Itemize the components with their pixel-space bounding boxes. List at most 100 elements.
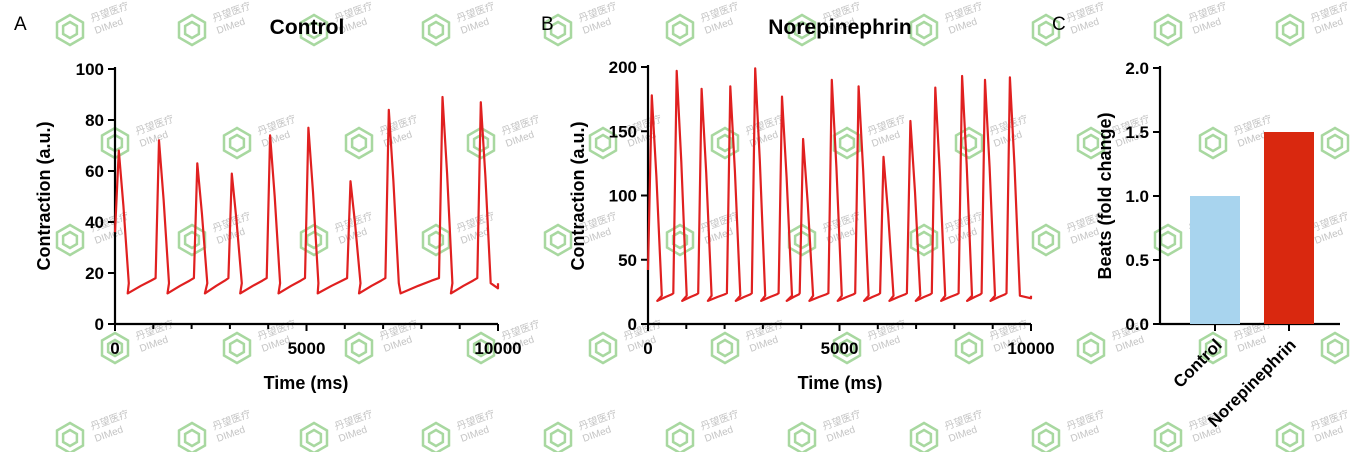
- watermark-icon: [299, 421, 329, 452]
- watermark-icon: [55, 13, 85, 47]
- watermark-icon: [710, 331, 740, 365]
- watermark-icon: [1275, 421, 1305, 452]
- watermark-icon: [1076, 126, 1106, 160]
- y-tick-label: 0: [628, 315, 637, 334]
- watermark-icon: [909, 13, 939, 47]
- watermark-icon: [305, 230, 323, 250]
- watermark-icon: [793, 20, 811, 40]
- watermark-icon: [665, 223, 695, 257]
- x-tick-label: 0: [643, 339, 652, 358]
- watermark-icon: [177, 223, 207, 257]
- watermark-icon: [1320, 126, 1350, 160]
- watermark-icon: [305, 428, 323, 448]
- watermark-icon: [543, 13, 573, 47]
- watermark-icon: [549, 230, 567, 250]
- watermark-icon: [344, 331, 374, 365]
- y-tick-label: 50: [618, 251, 637, 270]
- watermark-icon: [960, 133, 978, 153]
- watermark-icon: [100, 331, 130, 365]
- watermark-icon: [55, 223, 85, 257]
- watermark-icon: [549, 20, 567, 40]
- watermark-icon: [472, 338, 490, 358]
- y-tick-label: 0.0: [1125, 315, 1149, 334]
- panel-b-xlabel: Time (ms): [798, 373, 883, 393]
- watermark-icon: [305, 20, 323, 40]
- watermark-icon: [421, 421, 451, 452]
- watermark-icon: [588, 126, 618, 160]
- panel-b: B Norepinephrin 0 50 100 150 200 0 5000 10000 T…: [541, 14, 1055, 393]
- bar-control: [1190, 196, 1240, 324]
- y-tick-label: 0.5: [1125, 251, 1149, 270]
- y-tick-label: 60: [85, 162, 104, 181]
- watermark-icon: [954, 331, 984, 365]
- watermark-icon: [588, 331, 618, 365]
- watermark-icon: [787, 13, 817, 47]
- y-tick-label: 40: [85, 213, 104, 232]
- watermark-icon: [177, 421, 207, 452]
- watermark-icon: [1031, 13, 1061, 47]
- watermark-icon: [350, 133, 368, 153]
- panel-b-plot: 0 50 100 150 200 0 5000 10000: [609, 58, 1055, 358]
- watermark-icon: [1031, 421, 1061, 452]
- watermark-icon: [543, 223, 573, 257]
- x-tick-label: 10000: [1007, 339, 1054, 358]
- watermark-icon: [1037, 20, 1055, 40]
- watermark-icon: [106, 338, 124, 358]
- watermark-icon: [1204, 338, 1222, 358]
- watermark-icon: [1326, 133, 1344, 153]
- watermark-icon: [350, 338, 368, 358]
- watermark-icon: [671, 428, 689, 448]
- y-tick-label: 1.5: [1125, 123, 1149, 142]
- x-tick-label: Control: [1170, 335, 1226, 391]
- watermark-icon: [665, 13, 695, 47]
- panel-a-ylabel: Contraction (a.u.): [34, 122, 54, 271]
- contraction-trace: [113, 95, 500, 295]
- watermark-icon: [832, 331, 862, 365]
- watermark-icon: [222, 331, 252, 365]
- y-tick-label: 100: [76, 60, 104, 79]
- y-tick-label: 20: [85, 264, 104, 283]
- y-tick-label: 2.0: [1125, 59, 1149, 78]
- watermark-icon: [61, 230, 79, 250]
- panel-b-title: Norepinephrin: [768, 16, 912, 39]
- contraction-trace: [646, 67, 1033, 302]
- watermark-icon: [299, 13, 329, 47]
- watermark-icon: [1076, 331, 1106, 365]
- watermark-icon: [421, 13, 451, 47]
- watermark-icon: [472, 133, 490, 153]
- watermark-icon: [1198, 331, 1228, 365]
- watermark-icon: [344, 126, 374, 160]
- watermark-icon: [909, 223, 939, 257]
- y-tick-label: 1.0: [1125, 187, 1149, 206]
- watermark-icon: [1159, 20, 1177, 40]
- watermark-icon: [960, 338, 978, 358]
- watermark-icon: [1031, 223, 1061, 257]
- watermark-icon: [915, 428, 933, 448]
- watermark-icon: [915, 20, 933, 40]
- x-tick-label: 5000: [288, 339, 326, 358]
- panel-a-letter: A: [14, 14, 27, 35]
- watermark-icon: [1281, 20, 1299, 40]
- y-tick-label: 80: [85, 111, 104, 130]
- watermark-icon: [909, 421, 939, 452]
- watermark-icon: [183, 428, 201, 448]
- watermark-icon: [793, 428, 811, 448]
- panel-a-plot: 0 20 40 60 80 100 0 5000 10000: [76, 60, 522, 358]
- watermark-icon: [1204, 133, 1222, 153]
- watermark-icon: [183, 20, 201, 40]
- watermark-icon: [61, 20, 79, 40]
- watermark-icon: [177, 13, 207, 47]
- watermark-icon: [716, 133, 734, 153]
- watermark-icon: [549, 428, 567, 448]
- watermark-icon: [1320, 331, 1350, 365]
- watermark-icon: [61, 428, 79, 448]
- panel-a-xlabel: Time (ms): [264, 373, 349, 393]
- watermark-icon: [1159, 230, 1177, 250]
- watermark-icon: [1153, 223, 1183, 257]
- watermark-icon: [228, 133, 246, 153]
- watermark-icon: [838, 338, 856, 358]
- watermark-icon: [427, 20, 445, 40]
- watermark-icon: [1198, 126, 1228, 160]
